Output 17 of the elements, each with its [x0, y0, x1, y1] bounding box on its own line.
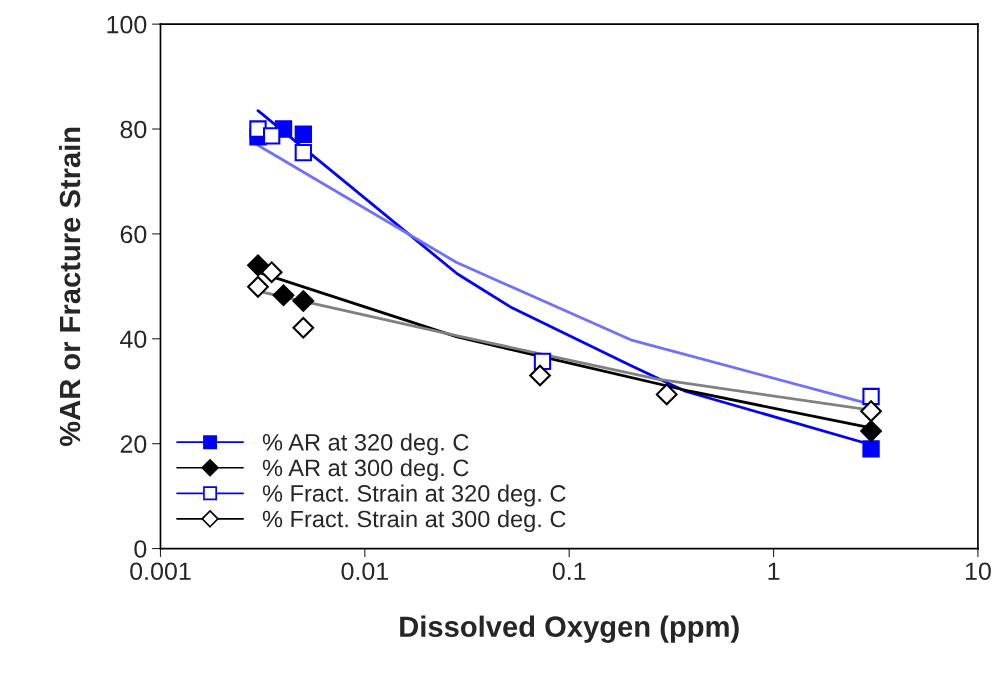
- y-tick-label: 40: [120, 330, 147, 349]
- y-tick-label: 20: [120, 435, 147, 453]
- x-axis-title: Dissolved Oxygen (ppm): [400, 615, 739, 643]
- legend-label: % AR at 300 deg. C: [262, 458, 469, 481]
- x-tick-label: 0.001: [130, 562, 191, 581]
- legend-label: % Fract. Strain at 300 deg. C: [262, 510, 566, 533]
- y-tick-label: 100: [107, 15, 147, 34]
- legend-label: % Fract. Strain at 320 deg. C: [262, 484, 566, 507]
- x-tick-label: 0.1: [552, 562, 586, 581]
- y-tick-label: 0: [134, 540, 147, 558]
- x-tick-label: 1: [768, 562, 780, 580]
- y-axis-title: %AR or Fracture Strain: [58, 127, 81, 447]
- legend-label: % AR at 320 deg. C: [262, 433, 469, 456]
- x-tick-label: 0.01: [341, 562, 388, 581]
- y-tick-label: 80: [120, 120, 147, 139]
- x-tick-label: 10: [965, 562, 991, 581]
- y-tick-label: 60: [120, 225, 147, 244]
